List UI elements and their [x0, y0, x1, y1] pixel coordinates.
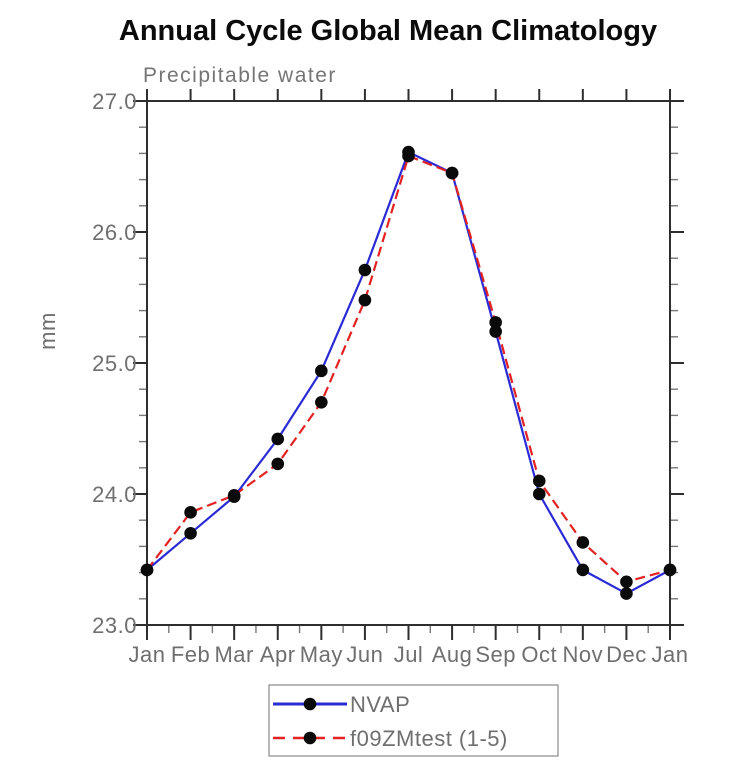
legend-label-nvap: NVAP — [350, 692, 410, 717]
x-tick-label: Jun — [346, 642, 383, 667]
data-point-marker — [663, 563, 677, 577]
y-axis-label: mm — [35, 312, 60, 350]
data-point-marker — [445, 166, 459, 180]
data-series — [146, 150, 671, 595]
x-tick-label: Oct — [521, 642, 557, 667]
data-point-marker — [358, 263, 372, 277]
data-point-marker — [489, 316, 502, 329]
chart-subtitle: Precipitable water — [143, 64, 337, 87]
y-tick-label: 24.0 — [92, 482, 137, 507]
series-line-nvap — [146, 150, 671, 595]
data-point-marker — [271, 457, 285, 471]
data-point-marker — [315, 396, 328, 409]
legend: NVAP f09ZMtest (1-5) — [268, 684, 559, 757]
legend-marker-f09zmtest — [303, 731, 317, 745]
data-point-marker — [576, 563, 590, 577]
x-tick-label: Aug — [432, 642, 473, 667]
data-point-marker — [184, 506, 197, 519]
plot-border — [146, 100, 671, 626]
data-point-marker — [271, 432, 285, 446]
y-tick-label: 26.0 — [92, 220, 137, 245]
data-point-marker — [140, 563, 154, 577]
data-point-marker — [576, 536, 590, 549]
x-tick-label: Jul — [394, 642, 424, 667]
x-tick-label: Feb — [171, 642, 210, 667]
axis-ticks — [133, 89, 684, 640]
x-tick-label: Dec — [606, 642, 647, 667]
data-point-marker — [532, 487, 546, 501]
data-point-marker — [402, 149, 415, 163]
y-tick-label: 23.0 — [92, 613, 137, 638]
data-point-marker — [532, 474, 546, 488]
x-tick-label: Jan — [129, 642, 166, 667]
data-markers — [140, 145, 677, 600]
data-point-marker — [184, 527, 197, 540]
x-tick-label: Jan — [652, 642, 689, 667]
legend-border — [268, 684, 559, 757]
x-tick-label: May — [300, 642, 343, 667]
data-point-marker — [489, 325, 502, 338]
chart-title: Annual Cycle Global Mean Climatology — [119, 15, 657, 47]
data-point-marker — [620, 587, 633, 600]
x-tick-label: Nov — [563, 642, 604, 667]
data-point-marker — [358, 293, 372, 307]
series-line-f09zmtest — [146, 154, 671, 583]
y-tick-label: 25.0 — [92, 351, 137, 376]
x-tick-label: Mar — [214, 642, 253, 667]
x-tick-label: Apr — [260, 642, 296, 667]
x-tick-label: Sep — [475, 642, 516, 667]
legend-marker-nvap — [303, 697, 317, 711]
data-point-marker — [227, 489, 241, 502]
legend-label-f09zmtest: f09ZMtest (1-5) — [350, 726, 508, 751]
data-point-marker — [620, 575, 633, 589]
data-point-marker — [315, 364, 328, 378]
y-tick-label: 27.0 — [92, 89, 137, 114]
